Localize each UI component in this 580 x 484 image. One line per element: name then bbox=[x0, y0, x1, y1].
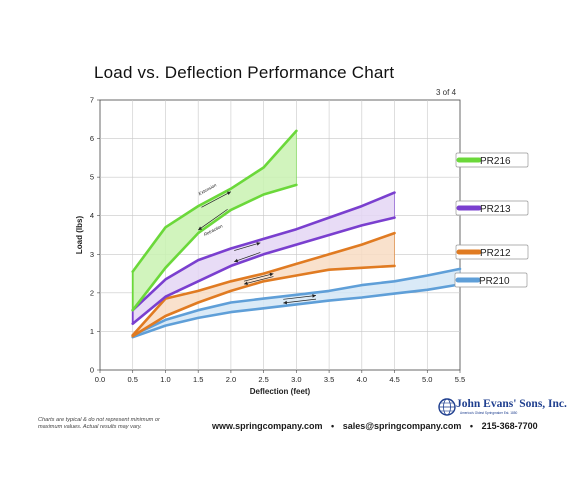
legend-label-pr210: PR210 bbox=[479, 276, 510, 287]
y-tick-label: 3 bbox=[90, 250, 94, 259]
logo-name: John Evans' Sons, Inc. bbox=[456, 398, 567, 410]
x-tick-label: 4.5 bbox=[389, 375, 399, 384]
chart-title: Load vs. Deflection Performance Chart bbox=[94, 63, 395, 82]
y-tick-label: 4 bbox=[90, 211, 94, 220]
direction-arrow-pr213 bbox=[234, 252, 261, 263]
website-link[interactable]: www.springcompany.com bbox=[212, 421, 323, 431]
series-upper-line-pr216 bbox=[131, 129, 298, 273]
direction-arrowhead-pr212 bbox=[269, 272, 274, 277]
legend-box-pr213 bbox=[455, 200, 529, 216]
x-tick-label: 0.0 bbox=[95, 375, 105, 384]
series-upper-line-pr210 bbox=[131, 267, 462, 337]
company-logo: John Evans' Sons, Inc. America's Oldest … bbox=[438, 396, 567, 420]
legend-box-pr212 bbox=[455, 244, 529, 260]
legend-box-pr210 bbox=[454, 272, 528, 288]
y-tick-label: 2 bbox=[90, 288, 94, 297]
page-number: 3 of 4 bbox=[436, 88, 457, 97]
contact-footer: www.springcompany.com • sales@springcomp… bbox=[212, 421, 538, 431]
direction-arrow-pr210 bbox=[283, 298, 317, 304]
x-tick-label: 1.0 bbox=[160, 375, 170, 384]
email-link[interactable]: sales@springcompany.com bbox=[342, 421, 462, 431]
logo-tagline: America's Oldest Springmaker Est. 1850 bbox=[460, 411, 518, 415]
direction-arrow-pr213 bbox=[234, 242, 261, 251]
x-tick-label: 3.5 bbox=[324, 375, 334, 384]
series-upper-line-pr212 bbox=[131, 231, 396, 337]
direction-arrow-pr212 bbox=[243, 276, 274, 285]
y-tick-label: 5 bbox=[90, 173, 94, 182]
x-tick-label: 4.0 bbox=[357, 375, 367, 384]
legend-label-pr213: PR213 bbox=[480, 204, 511, 215]
x-tick-label: 3.0 bbox=[291, 375, 301, 384]
direction-arrowhead-pr210 bbox=[283, 300, 288, 305]
x-tick-label: 5.0 bbox=[422, 375, 432, 384]
series-band-pr210 bbox=[132, 268, 460, 338]
direction-arrowhead-pr212 bbox=[244, 281, 248, 285]
x-tick-label: 2.5 bbox=[258, 375, 268, 384]
series-band-pr212 bbox=[132, 233, 395, 337]
y-tick-label: 0 bbox=[90, 366, 94, 375]
disclaimer-note: Charts are typical & do not represent mi… bbox=[38, 417, 160, 430]
direction-arrowhead-pr213 bbox=[256, 242, 261, 246]
x-tick-label: 1.5 bbox=[193, 375, 203, 384]
footer-separator: • bbox=[469, 421, 474, 431]
direction-arrowhead-pr216 bbox=[226, 191, 231, 195]
globe-icon bbox=[438, 398, 456, 416]
series-band-pr213 bbox=[132, 192, 395, 324]
series-lower-line-pr216 bbox=[131, 183, 298, 312]
y-tick-label: 1 bbox=[90, 327, 94, 336]
x-tick-label: 5.5 bbox=[455, 375, 465, 384]
series-lower-line-pr210 bbox=[131, 283, 462, 339]
x-tick-label: 0.5 bbox=[128, 375, 138, 384]
phone-number: 215-368-7700 bbox=[481, 421, 538, 431]
y-axis-label: Load (lbs) bbox=[75, 216, 84, 255]
direction-arrowhead-pr210 bbox=[312, 294, 316, 298]
series-upper-line-pr213 bbox=[131, 191, 396, 312]
direction-arrow-pr216 bbox=[197, 208, 228, 231]
legend-label-pr212: PR212 bbox=[480, 248, 511, 259]
direction-arrow-pr212 bbox=[243, 273, 274, 282]
footer-separator: • bbox=[331, 421, 335, 431]
direction-arrow-pr210 bbox=[283, 295, 317, 300]
direction-arrow-pr216 bbox=[201, 191, 232, 208]
series-lower-line-pr213 bbox=[131, 216, 396, 326]
x-tick-label: 2.0 bbox=[226, 375, 236, 384]
y-tick-label: 7 bbox=[90, 96, 94, 105]
x-axis-label: Deflection (feet) bbox=[250, 387, 311, 396]
legend-label-pr216: PR216 bbox=[480, 156, 511, 167]
series-lower-line-pr212 bbox=[131, 264, 396, 338]
direction-arrowhead-pr216 bbox=[198, 226, 203, 231]
legend-box-pr216 bbox=[455, 152, 529, 168]
y-tick-label: 6 bbox=[90, 134, 94, 143]
direction-arrowhead-pr213 bbox=[234, 258, 239, 263]
